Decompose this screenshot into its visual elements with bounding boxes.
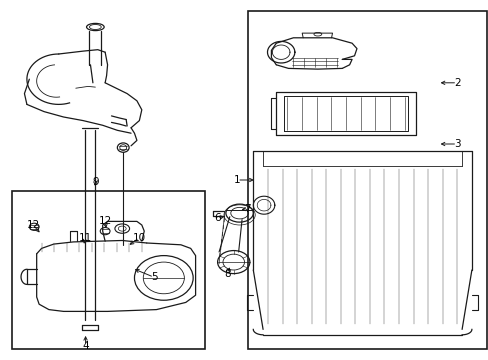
Text: 2: 2: [453, 78, 460, 88]
Text: 9: 9: [92, 177, 99, 187]
Text: 8: 8: [224, 269, 230, 279]
Text: 12: 12: [98, 216, 112, 226]
Text: 11: 11: [79, 233, 92, 243]
Text: 10: 10: [133, 233, 145, 243]
Bar: [248, 11, 486, 349]
Text: 5: 5: [150, 272, 157, 282]
Text: 4: 4: [82, 341, 89, 351]
Text: 6: 6: [214, 213, 221, 223]
Text: 1: 1: [233, 175, 240, 185]
Text: 7: 7: [243, 204, 250, 214]
Text: 3: 3: [453, 139, 460, 149]
Bar: [12, 191, 205, 349]
Text: 12: 12: [26, 220, 40, 230]
